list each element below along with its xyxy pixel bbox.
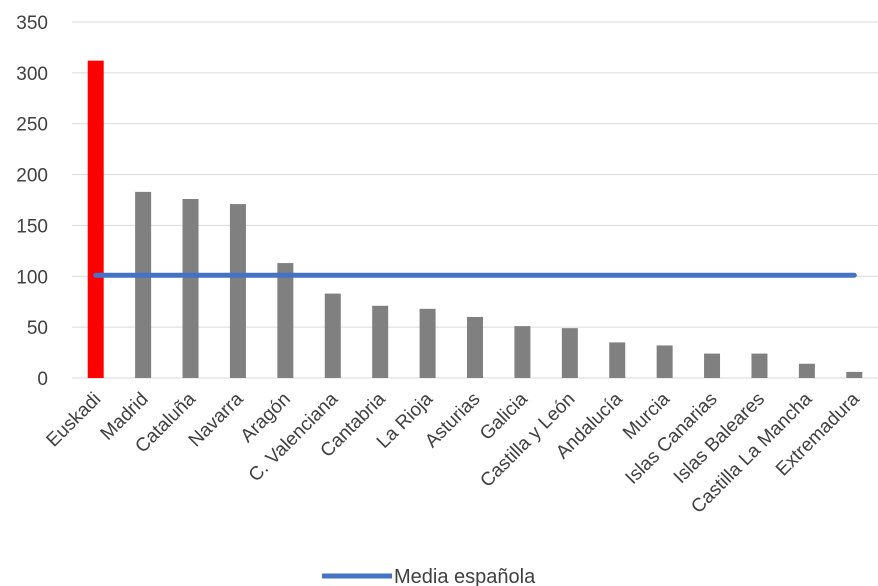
bar-andalucia [609,342,626,378]
bar-euskadi [87,60,104,378]
x-tick-label-extremadura: Extremadura [772,388,864,480]
y-tick-label-0: 0 [37,369,48,390]
y-tick-label-250: 250 [16,115,48,136]
bar-cantabria [372,305,389,378]
bar-galicia [514,326,531,378]
bar-islas-canarias [704,353,721,378]
y-tick-label-300: 300 [16,64,48,85]
bar-madrid [135,191,152,378]
bar-aragon [277,263,294,378]
y-tick-label-200: 200 [16,166,48,187]
bar-cataluna [182,198,199,378]
bar-islas-baleares [751,353,768,378]
y-tick-label-100: 100 [16,267,48,288]
bar-navarra [229,204,246,378]
y-tick-label-350: 350 [16,13,48,34]
bar-la-rioja [419,308,436,378]
bar-murcia [656,345,673,378]
bar-c-valenciana [324,293,341,378]
legend-label-media-espanola: Media española [394,566,536,586]
bar-castilla-la-mancha [798,363,815,378]
y-tick-label-50: 50 [27,318,48,339]
bar-asturias [467,316,483,378]
bar-extremadura [846,371,863,378]
bars [87,60,863,378]
legend: Media española [322,566,536,586]
y-axis-tick-labels: 0 50 100 150 200 250 300 350 [16,13,48,390]
x-tick-label-euskadi: Euskadi [43,389,106,452]
bar-castilla-y-leon [561,328,578,378]
y-tick-label-150: 150 [16,216,48,237]
